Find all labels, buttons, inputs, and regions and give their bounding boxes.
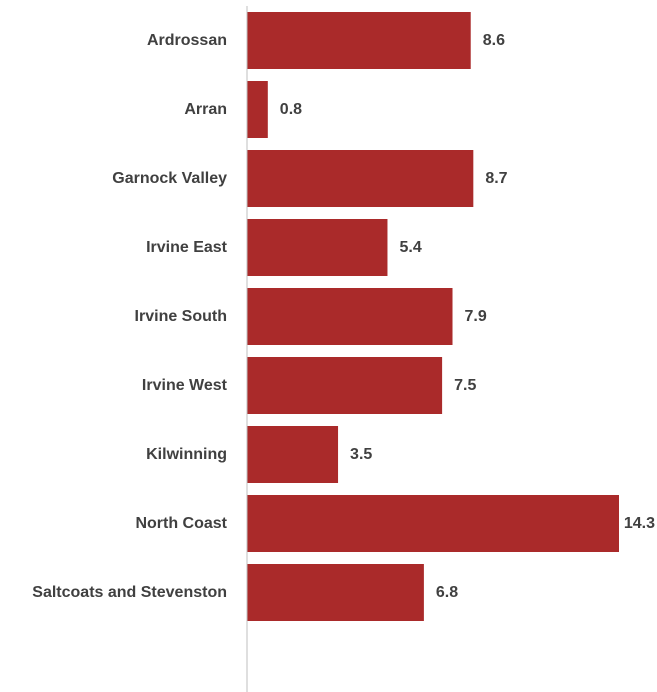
bar-3 (247, 219, 388, 276)
category-label-0: Ardrossan (147, 32, 227, 49)
value-label-1: 0.8 (280, 101, 302, 118)
value-label-3: 5.4 (399, 239, 421, 256)
bar-1 (247, 81, 268, 138)
bar-8 (247, 564, 424, 621)
bar-6 (247, 426, 339, 483)
value-label-5: 7.5 (454, 377, 476, 394)
category-label-7: North Coast (135, 515, 227, 532)
value-labels-group: 8.6 0.8 8.7 5.4 7.9 7.5 3.5 14.3 6.8 (280, 32, 655, 601)
bars-group (247, 12, 619, 621)
bar-2 (247, 150, 474, 207)
category-label-8: Saltcoats and Stevenston (32, 584, 227, 601)
value-label-0: 8.6 (483, 32, 505, 49)
category-label-2: Garnock Valley (112, 170, 227, 187)
value-label-8: 6.8 (436, 584, 458, 601)
value-label-4: 7.9 (465, 308, 487, 325)
category-label-1: Arran (184, 101, 227, 118)
category-label-3: Irvine East (146, 239, 228, 256)
bar-7 (247, 495, 619, 552)
category-label-5: Irvine West (142, 377, 228, 394)
bar-5 (247, 357, 443, 414)
category-label-4: Irvine South (135, 308, 227, 325)
category-label-6: Kilwinning (146, 446, 227, 463)
bar-4 (247, 288, 453, 345)
value-label-2: 8.7 (485, 170, 507, 187)
category-labels-group: Ardrossan Arran Garnock Valley Irvine East I… (32, 32, 227, 601)
value-label-6: 3.5 (350, 446, 372, 463)
bar-0 (247, 12, 471, 69)
value-label-7: 14.3 (624, 515, 655, 532)
